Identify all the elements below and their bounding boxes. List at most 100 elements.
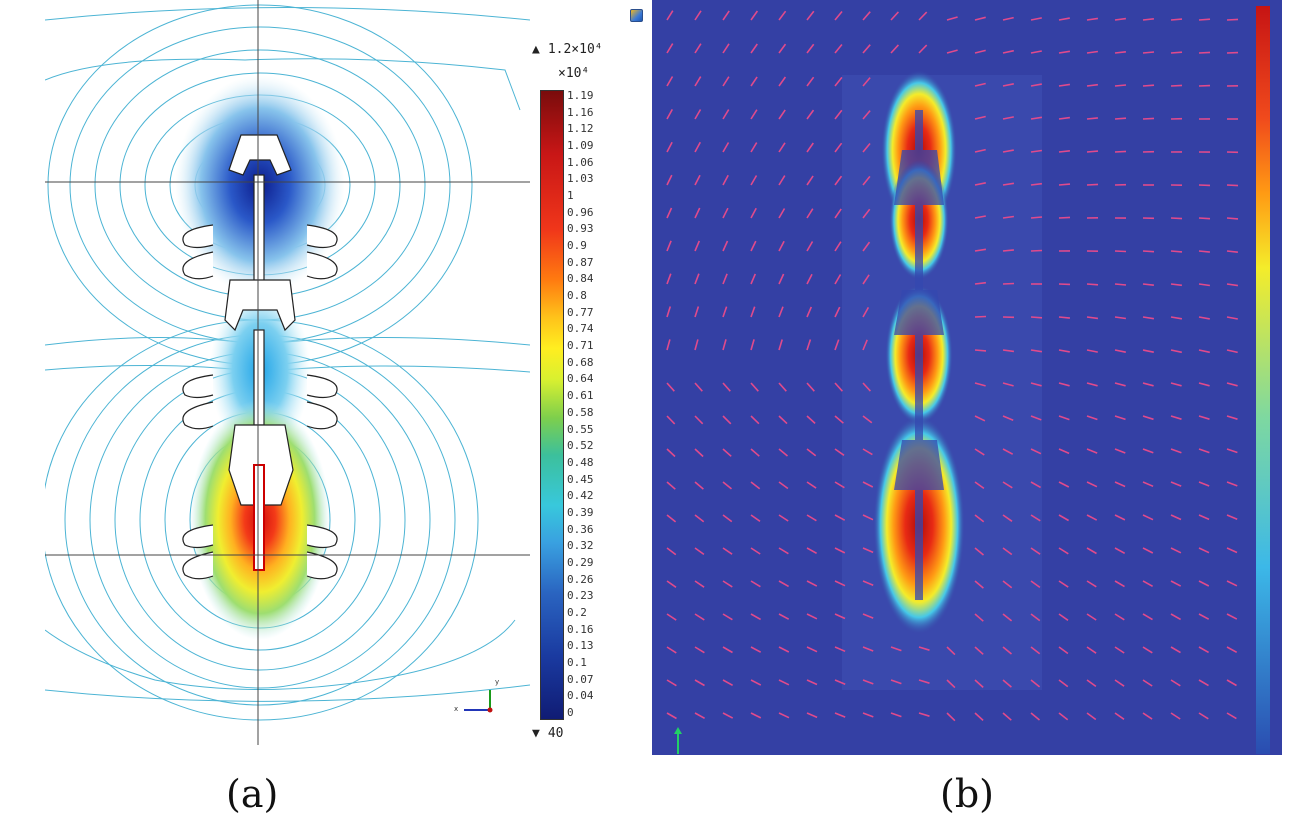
- field-arrow: [666, 10, 674, 21]
- field-arrow: [1170, 448, 1182, 454]
- field-arrow: [918, 44, 928, 54]
- field-arrow: [1170, 283, 1182, 287]
- field-arrow: [1114, 613, 1125, 621]
- field-arrow: [974, 281, 986, 285]
- axis-triad-x-label: x: [454, 705, 459, 713]
- field-arrow: [1170, 51, 1183, 54]
- field-arrow: [1226, 382, 1238, 387]
- field-arrow: [750, 10, 759, 21]
- field-arrow: [974, 415, 986, 422]
- heatmap-svg: [652, 0, 1282, 755]
- colorbar-tick-labels: 1.19 1.16 1.12 1.09 1.06 1.03 1 0.96 0.93 0.9 0.87…: [567, 90, 627, 718]
- field-arrow: [890, 679, 902, 685]
- field-arrow: [1142, 514, 1154, 521]
- field-arrow: [806, 306, 813, 318]
- field-arrow: [806, 415, 816, 424]
- field-arrow: [1114, 250, 1127, 253]
- crosshair-lines: [45, 0, 530, 745]
- field-arrow: [750, 415, 760, 425]
- field-arrow: [694, 306, 700, 318]
- field-arrow: [806, 76, 815, 87]
- field-arrow: [1058, 382, 1070, 387]
- field-arrow: [1142, 580, 1153, 588]
- field-arrow: [694, 679, 705, 687]
- field-arrow: [834, 646, 846, 653]
- field-arrow: [1114, 150, 1127, 153]
- field-arrow: [1058, 183, 1071, 186]
- field-arrow: [1114, 679, 1125, 687]
- colorbar-tick: 0.39: [567, 505, 594, 519]
- field-arrow: [834, 306, 841, 318]
- field-arrow: [750, 514, 761, 522]
- app-icon: [630, 9, 643, 22]
- colorbar-tick: 0.16: [567, 622, 594, 636]
- field-arrow: [1002, 282, 1015, 285]
- field-arrow: [1086, 646, 1097, 654]
- field-arrow: [1142, 613, 1153, 621]
- field-arrow: [778, 43, 787, 54]
- field-arrow: [1058, 415, 1070, 421]
- field-arrow: [778, 339, 783, 351]
- field-arrow: [750, 679, 762, 686]
- field-arrow: [1198, 283, 1211, 287]
- field-arrow: [974, 82, 986, 87]
- field-arrow: [750, 448, 760, 457]
- field-arrow: [1002, 49, 1014, 54]
- min-triangle-icon: ▼: [532, 726, 540, 741]
- field-arrow: [974, 182, 986, 186]
- field-arrow: [806, 175, 814, 186]
- field-arrow: [834, 547, 846, 554]
- field-arrow: [1142, 712, 1153, 720]
- field-arrow: [694, 240, 701, 252]
- field-arrow: [806, 241, 814, 252]
- field-arrow: [1058, 613, 1069, 621]
- field-arrow: [974, 49, 986, 54]
- colorbar-tick: 0.52: [567, 439, 594, 453]
- field-arrow: [1002, 481, 1013, 489]
- field-arrow: [1058, 83, 1071, 87]
- field-arrow: [1002, 580, 1013, 589]
- field-arrow: [974, 448, 985, 456]
- field-arrow: [1058, 481, 1070, 488]
- field-arrow: [806, 10, 815, 21]
- field-arrow: [806, 339, 812, 351]
- field-arrow: [974, 382, 986, 387]
- colorbar-tick: 0.13: [567, 639, 594, 653]
- field-arrow: [1198, 250, 1210, 253]
- field-arrow: [1198, 514, 1210, 521]
- field-arrow: [806, 273, 813, 285]
- field-arrow: [1198, 613, 1210, 620]
- field-arrow: [1114, 580, 1125, 588]
- field-arrow: [1198, 481, 1210, 487]
- field-arrow: [1030, 50, 1042, 54]
- field-arrow: [862, 514, 874, 521]
- field-arrow: [1170, 382, 1182, 387]
- field-arrow: [1030, 382, 1042, 387]
- field-arrow: [666, 415, 676, 425]
- field-arrow: [806, 382, 815, 392]
- field-arrow: [974, 547, 985, 556]
- field-arrow: [722, 481, 733, 490]
- colorbar-tick: 0.71: [567, 339, 594, 353]
- field-arrow: [834, 339, 840, 351]
- field-arrow: [1170, 547, 1182, 554]
- field-arrow: [1086, 514, 1098, 521]
- field-arrow: [722, 240, 729, 252]
- field-arrow: [666, 76, 674, 87]
- field-arrow: [722, 109, 730, 120]
- field-arrow: [862, 77, 871, 87]
- field-arrow: [834, 43, 843, 54]
- field-arrow: [1114, 382, 1126, 387]
- field-arrow: [778, 481, 789, 490]
- panel-b-field-heatmap: [652, 0, 1282, 755]
- field-arrow: [834, 208, 842, 219]
- field-arrow: [1114, 448, 1126, 454]
- field-arrow: [862, 307, 870, 318]
- contour-svg: [45, 0, 530, 745]
- colorbar-tick: 0.58: [567, 405, 594, 419]
- field-arrow: [1198, 217, 1211, 220]
- field-arrow: [694, 43, 702, 54]
- colorbar-tick: 1.06: [567, 155, 594, 169]
- field-arrow: [750, 142, 758, 153]
- field-arrow: [1030, 481, 1041, 489]
